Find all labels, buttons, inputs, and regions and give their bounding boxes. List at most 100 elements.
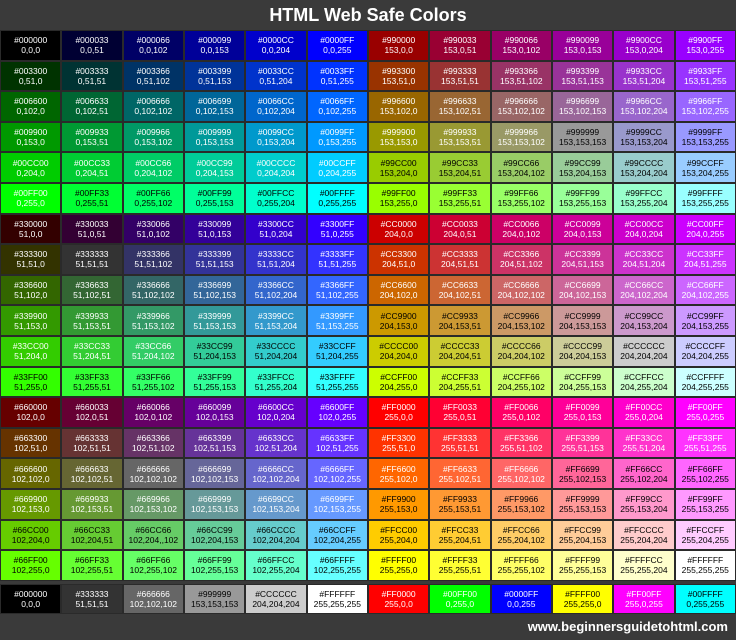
- hex-label: #CCCC66: [501, 341, 541, 352]
- hex-label: #66FFFF: [319, 555, 355, 566]
- hex-label: #CC6600: [380, 280, 417, 291]
- color-swatch-cc9966: #CC9966 204,153,102: [490, 305, 552, 336]
- rgb-label: 51,0,153: [198, 228, 232, 239]
- color-swatch-33cc33: #33CC33 51,204,51: [61, 335, 123, 367]
- color-swatch-339966: #339966 51,153,102: [122, 305, 184, 336]
- color-swatch-99ffcc: #99FFCC 153,255,204: [613, 182, 675, 214]
- color-swatch-cc00ff: #CC00FF 204,0,255: [674, 213, 736, 245]
- color-swatch-33ff00: #33FF00 51,255,0: [0, 366, 62, 398]
- color-swatch-33cc99: #33CC99 51,204,153: [183, 335, 246, 367]
- rgb-label: 0,0,51: [80, 45, 104, 56]
- hex-label: #993300: [382, 65, 416, 76]
- color-swatch-66ccff: #66CCFF 102,204,255: [306, 519, 368, 551]
- rgb-label: 0,153,0: [16, 137, 45, 148]
- color-swatch-ff00ff: #FF00FF 255,0,255: [613, 584, 675, 614]
- rgb-label: 153,204,153: [558, 167, 607, 178]
- rgb-label: 153,51,0: [382, 75, 416, 86]
- hex-label: #33FF99: [197, 371, 232, 382]
- hex-label: #00FF66: [136, 188, 171, 199]
- rgb-label: 204,153,204: [620, 320, 668, 331]
- color-swatch-6633ff: #6633FF 102,51,255: [306, 427, 368, 459]
- rgb-label: 0,204,153: [195, 167, 234, 178]
- hex-label: #00FFFF: [319, 188, 355, 199]
- hex-label: #CCFFFF: [686, 371, 725, 382]
- hex-label: #990099: [566, 35, 600, 46]
- rgb-label: 255,255,0: [379, 565, 418, 576]
- hex-label: #FF6699: [565, 463, 600, 474]
- rgb-label: 204,255,102: [497, 381, 545, 392]
- rgb-label: 255,51,204: [622, 443, 666, 454]
- hex-label: #00FF33: [74, 188, 109, 199]
- rgb-label: 51,255,204: [254, 381, 298, 392]
- color-swatch-999999: #999999 153,153,153: [551, 121, 614, 153]
- color-row: #669900 102,153,0 #669933 102,153,51 #669966…: [0, 488, 736, 520]
- hex-label: #339933: [75, 310, 109, 321]
- hex-label: #339999: [198, 310, 232, 321]
- rgb-label: 255,0,204: [625, 412, 663, 423]
- rgb-label: 255,153,153: [558, 504, 607, 515]
- rgb-label: 255,51,255: [684, 443, 727, 454]
- color-swatch-66cc00: #66CC00 102,204,0: [0, 519, 62, 551]
- rgb-label: 153,204,204: [620, 167, 668, 178]
- rgb-label: 102,102,102: [129, 473, 177, 484]
- rgb-label: 153,153,51: [438, 137, 482, 148]
- rgb-label: 102,0,255: [318, 412, 357, 423]
- rgb-label: 255,255,102: [497, 565, 545, 576]
- color-swatch-ffff66: #FFFF66 255,255,102: [490, 550, 552, 581]
- hex-label: #666699: [198, 463, 232, 474]
- color-swatch-ffccff: #FFCCFF 255,204,255: [674, 519, 736, 551]
- rgb-label: 255,0,0: [384, 599, 413, 609]
- rgb-label: 0,204,204: [257, 167, 295, 178]
- rgb-label: 204,204,204: [620, 351, 668, 362]
- color-row: #339900 51,153,0 #339933 51,153,51 #339966 51…: [0, 305, 736, 336]
- color-swatch-009933: #009933 0,153,51: [61, 121, 123, 153]
- hex-label: #330066: [136, 218, 170, 229]
- color-row: #003300 0,51,0 #003333 0,51,51 #003366 0,51,1…: [0, 60, 736, 92]
- color-swatch-ff3399: #FF3399 255,51,153: [551, 427, 614, 459]
- hex-label: #6600CC: [258, 402, 294, 413]
- hex-label: #3333CC: [258, 249, 294, 260]
- rgb-label: 0,51,102: [136, 75, 170, 86]
- color-swatch-996699: #996699 153,102,153: [551, 91, 614, 122]
- rgb-label: 0,0,102: [139, 45, 168, 56]
- rgb-label: 153,153,255: [681, 137, 729, 148]
- rgb-label: 153,153,204: [620, 137, 668, 148]
- hex-label: #FFFF00: [381, 555, 417, 566]
- hex-label: #000066: [136, 35, 170, 46]
- color-swatch-ff99ff: #FF99FF 255,153,255: [674, 488, 736, 520]
- rgb-label: 204,204,0: [379, 351, 418, 362]
- hex-label: #333300: [14, 249, 48, 260]
- rgb-label: 204,204,255: [681, 351, 729, 362]
- color-swatch-9966cc: #9966CC 153,102,204: [613, 91, 675, 122]
- rgb-label: 0,0,255: [507, 599, 536, 609]
- hex-label: #0033FF: [320, 65, 355, 76]
- rgb-label: 153,255,153: [558, 198, 607, 209]
- color-swatch-cccccc: #CCCCCC 204,204,204: [245, 584, 307, 614]
- color-swatch-9900cc: #9900CC 153,0,204: [613, 30, 675, 61]
- rgb-label: 102,153,0: [11, 504, 50, 515]
- rgb-label: 153,102,0: [379, 106, 418, 117]
- color-swatch-cc33cc: #CC33CC 204,51,204: [613, 244, 675, 275]
- hex-label: #330099: [198, 218, 232, 229]
- rgb-label: 51,102,0: [14, 290, 48, 301]
- hex-label: #33FF66: [136, 371, 171, 382]
- rgb-label: 51,153,153: [193, 320, 236, 331]
- hex-label: #660033: [75, 402, 109, 413]
- hex-label: #FFFF00: [565, 589, 601, 599]
- hex-label: #6699FF: [320, 494, 355, 505]
- hex-label: #6699CC: [258, 494, 294, 505]
- hex-label: #9900FF: [688, 35, 723, 46]
- hex-label: #0066FF: [320, 96, 355, 107]
- color-swatch-ffcccc: #FFCCCC 255,204,204: [613, 519, 675, 551]
- rgb-label: 204,255,51: [438, 381, 482, 392]
- hex-label: #009999: [198, 127, 232, 138]
- color-swatch-cccc66: #CCCC66 204,204,102: [490, 335, 552, 367]
- color-swatch-ff6666: #FF6666 255,102,102: [490, 458, 552, 489]
- color-row: #330000 51,0,0 #330033 51,0,51 #330066 51,0,1…: [0, 213, 736, 245]
- hex-label: #993399: [566, 65, 600, 76]
- rgb-label: 204,0,153: [563, 228, 602, 239]
- color-swatch-333333: #333333 51,51,51: [61, 584, 123, 614]
- color-swatch-cc3333: #CC3333 204,51,51: [429, 244, 491, 275]
- rgb-label: 51,153,204: [254, 320, 298, 331]
- rgb-label: 204,255,0: [379, 381, 418, 392]
